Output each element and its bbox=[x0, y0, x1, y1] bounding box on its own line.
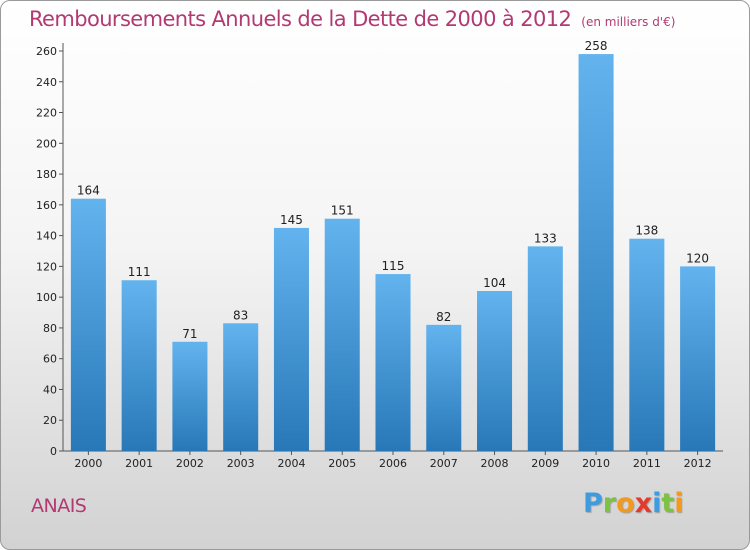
bar-value-label: 71 bbox=[182, 327, 197, 341]
y-tick-label: 180 bbox=[36, 168, 57, 181]
bar bbox=[70, 198, 106, 451]
y-tick-label: 140 bbox=[36, 230, 57, 243]
y-tick-label: 80 bbox=[43, 322, 57, 335]
bar bbox=[223, 323, 259, 451]
bar-value-label: 133 bbox=[534, 231, 557, 245]
logo-letter: r bbox=[602, 488, 617, 519]
logo-letter: x bbox=[634, 488, 653, 519]
bar bbox=[324, 218, 360, 451]
bar bbox=[527, 246, 563, 451]
x-tick-label: 2010 bbox=[582, 457, 610, 470]
x-tick-label: 2009 bbox=[531, 457, 559, 470]
bar-value-label: 111 bbox=[128, 265, 151, 279]
x-tick-label: 2002 bbox=[176, 457, 204, 470]
y-tick-label: 40 bbox=[43, 383, 57, 396]
bar-value-label: 115 bbox=[382, 259, 405, 273]
bar bbox=[680, 266, 716, 451]
bar bbox=[426, 324, 462, 451]
x-tick-label: 2001 bbox=[125, 457, 153, 470]
bar bbox=[172, 341, 208, 451]
x-tick-label: 2007 bbox=[430, 457, 458, 470]
y-tick-label: 20 bbox=[43, 414, 57, 427]
logo-letter: i bbox=[652, 488, 662, 519]
chart-title: Remboursements Annuels de la Dette de 20… bbox=[29, 7, 572, 31]
y-tick-label: 220 bbox=[36, 107, 57, 120]
x-tick-label: 2011 bbox=[633, 457, 661, 470]
y-tick-label: 100 bbox=[36, 291, 57, 304]
bar-value-label: 138 bbox=[635, 224, 658, 238]
bar-value-label: 120 bbox=[686, 251, 709, 265]
bar-value-label: 145 bbox=[280, 213, 303, 227]
bar-value-label: 104 bbox=[483, 276, 506, 290]
x-tick-label: 2000 bbox=[74, 457, 102, 470]
logo-letter: t bbox=[661, 488, 675, 519]
bar bbox=[273, 227, 309, 451]
x-tick-label: 2003 bbox=[227, 457, 255, 470]
bar bbox=[375, 274, 411, 451]
logo-letter: i bbox=[674, 488, 684, 519]
commune-name: ANAIS bbox=[31, 495, 87, 517]
x-tick-label: 2004 bbox=[277, 457, 305, 470]
chart-bars bbox=[70, 54, 716, 451]
x-tick-label: 2005 bbox=[328, 457, 356, 470]
proxiti-logo: Proxiti bbox=[583, 488, 684, 519]
bar bbox=[629, 238, 665, 451]
y-tick-label: 120 bbox=[36, 260, 57, 273]
y-tick-label: 160 bbox=[36, 199, 57, 212]
x-tick-label: 2006 bbox=[379, 457, 407, 470]
bar-value-label: 82 bbox=[436, 310, 451, 324]
logo-letter: P bbox=[583, 488, 603, 519]
chart-title-block: Remboursements Annuels de la Dette de 20… bbox=[29, 7, 675, 31]
bar bbox=[477, 291, 513, 451]
y-tick-label: 60 bbox=[43, 353, 57, 366]
bar-value-label: 258 bbox=[585, 39, 608, 53]
bar-value-label: 151 bbox=[331, 204, 354, 218]
x-tick-label: 2012 bbox=[684, 457, 712, 470]
logo-letter: o bbox=[616, 488, 635, 519]
y-tick-label: 260 bbox=[36, 45, 57, 58]
bar-value-label: 83 bbox=[233, 308, 248, 322]
bar-value-label: 164 bbox=[77, 184, 100, 198]
x-tick-label: 2008 bbox=[481, 457, 509, 470]
y-tick-label: 240 bbox=[36, 76, 57, 89]
y-tick-label: 200 bbox=[36, 137, 57, 150]
bar bbox=[121, 280, 157, 451]
bar bbox=[578, 54, 614, 451]
chart-labels: 164 2000 111 2001 71 2002 83 2003 145 2004 151 2005… bbox=[74, 39, 711, 470]
chart-subtitle: (en milliers d'€) bbox=[581, 15, 676, 29]
y-tick-label: 0 bbox=[50, 445, 57, 458]
